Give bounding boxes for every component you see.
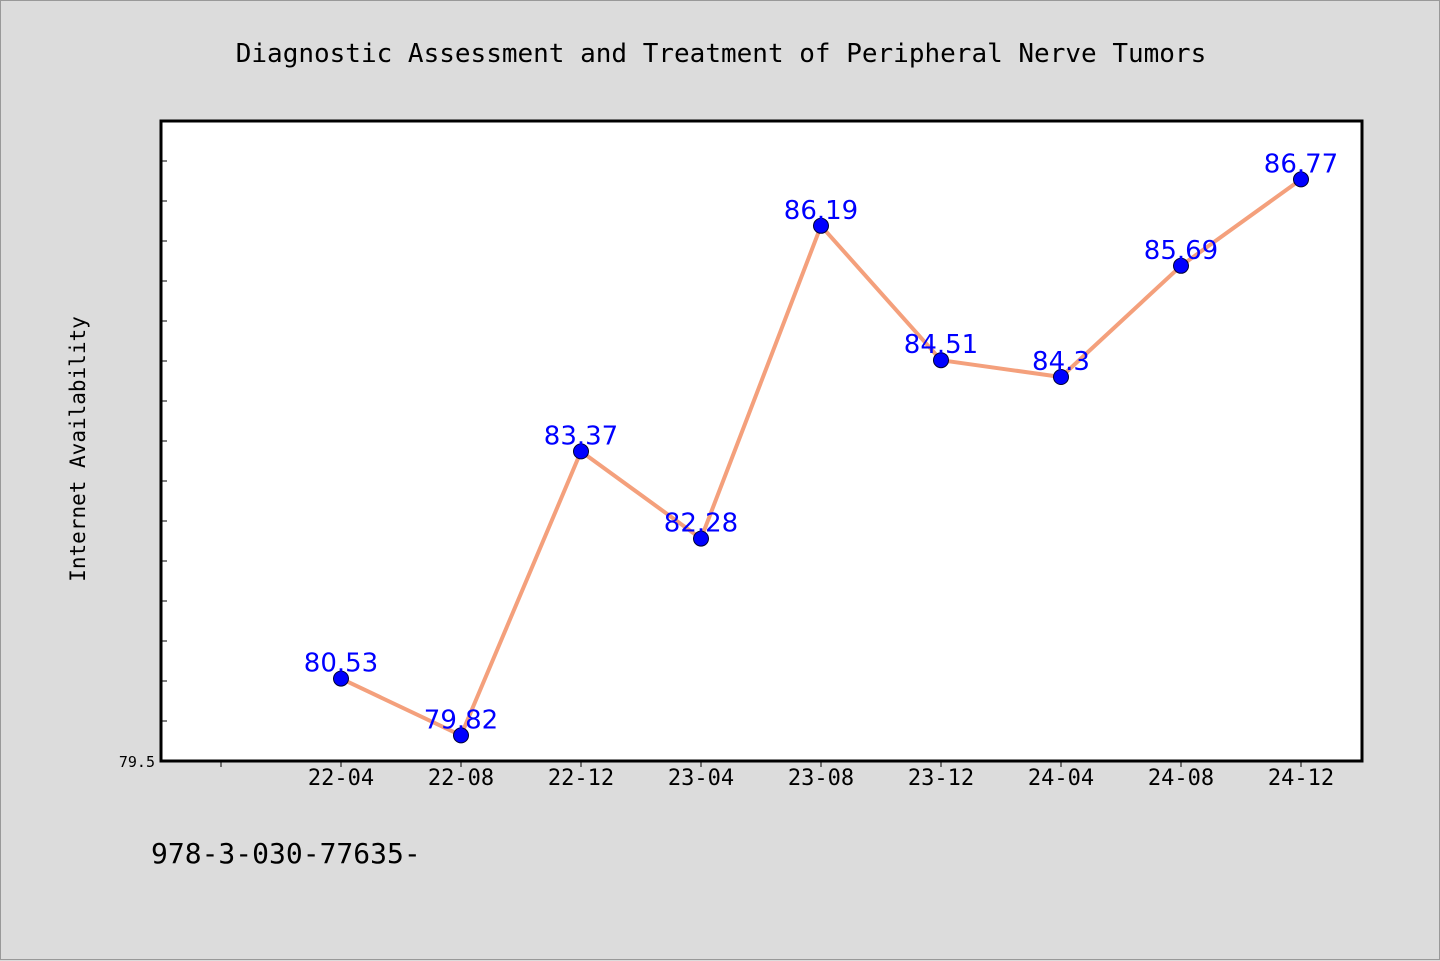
data-label: 82.28 bbox=[664, 509, 738, 539]
x-tick-label: 22-08 bbox=[428, 766, 494, 791]
x-tick-label: 24-08 bbox=[1148, 766, 1214, 791]
data-label: 84.51 bbox=[904, 330, 978, 360]
data-point bbox=[1173, 257, 1189, 274]
data-point bbox=[813, 217, 829, 234]
data-label: 79.82 bbox=[424, 705, 498, 735]
chart-title: Diagnostic Assessment and Treatment of P… bbox=[236, 39, 1207, 69]
data-point bbox=[693, 530, 709, 547]
data-point bbox=[453, 727, 469, 744]
y-axis-label: Internet Availability bbox=[66, 316, 90, 582]
x-tick-label: 24-04 bbox=[1028, 766, 1094, 791]
x-tick-label: 22-12 bbox=[548, 766, 614, 791]
data-label: 86.19 bbox=[784, 196, 858, 226]
data-label: 80.53 bbox=[304, 649, 378, 679]
y-tick-label: 79.5 bbox=[119, 753, 155, 771]
x-tick-label: 23-04 bbox=[668, 766, 734, 791]
data-label: 86.77 bbox=[1264, 149, 1338, 179]
x-tick-label: 23-12 bbox=[908, 766, 974, 791]
plot-area bbox=[159, 119, 1364, 763]
y-axis-ticks: 79.5 bbox=[119, 160, 167, 771]
data-label: 84.3 bbox=[1032, 347, 1090, 377]
data-point bbox=[1053, 369, 1069, 385]
data-point bbox=[1293, 171, 1309, 188]
x-tick-label: 22-04 bbox=[308, 766, 374, 791]
data-point bbox=[933, 352, 949, 369]
x-tick-label: 23-08 bbox=[788, 766, 854, 791]
data-point bbox=[573, 443, 589, 460]
data-label: 83.37 bbox=[544, 421, 618, 451]
series-layer: 80.53 79.82 83.37 82.28 86.19 84.51 84.3 85.69 8… bbox=[304, 149, 1338, 744]
footer-isbn-text: 978-3-030-77635- bbox=[151, 837, 421, 870]
data-point bbox=[333, 670, 349, 687]
x-axis-ticks: 22-04 22-08 22-12 23-04 23-08 23-12 24-04 24-08… bbox=[220, 761, 1334, 791]
data-label: 85.69 bbox=[1144, 236, 1218, 266]
x-tick-label: 24-12 bbox=[1268, 766, 1334, 791]
